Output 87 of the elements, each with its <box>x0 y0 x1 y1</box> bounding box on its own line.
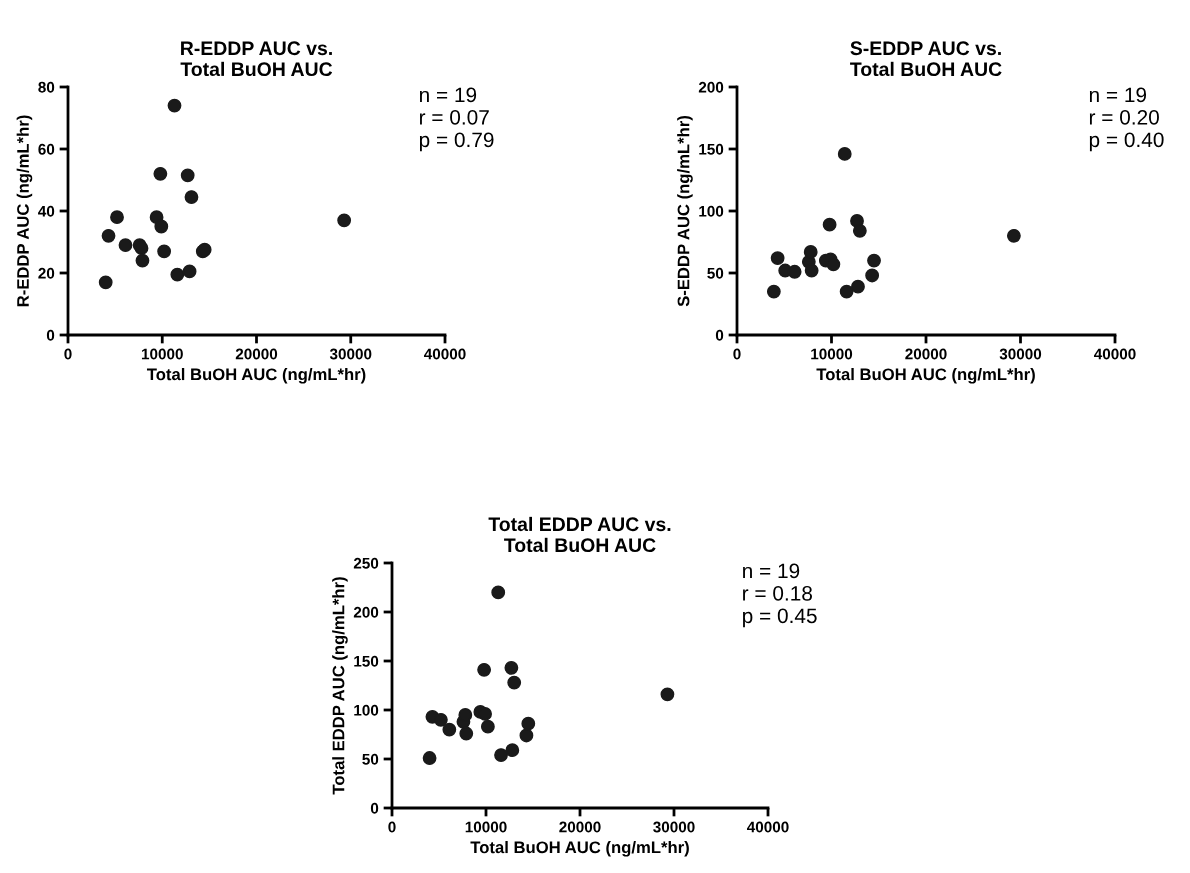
point <box>433 712 448 727</box>
point <box>118 238 133 253</box>
point <box>182 264 197 279</box>
point <box>101 228 116 243</box>
y-tick-label: 200 <box>353 606 379 618</box>
y-tick-label: 100 <box>699 205 724 217</box>
x-tick-label: 40000 <box>746 821 789 833</box>
point <box>787 264 802 279</box>
point <box>458 707 473 722</box>
point <box>184 190 199 204</box>
point <box>507 675 522 690</box>
y-tick-label: 50 <box>707 267 724 279</box>
y-tick-label: 100 <box>354 704 379 716</box>
point <box>851 279 865 294</box>
point <box>180 168 195 183</box>
y-tick-label: 250 <box>353 557 379 569</box>
point <box>477 662 492 677</box>
point <box>480 719 495 734</box>
x-tick-label: 40000 <box>423 348 466 360</box>
y-tick-label: 0 <box>370 802 379 814</box>
x-axis-title: Total BuOH AUC (ng/mL*hr) <box>470 840 689 857</box>
x-axis-title: Total BuOH AUC (ng/mL*hr) <box>816 367 1035 384</box>
x-tick-label: 0 <box>64 348 72 360</box>
point <box>110 210 124 225</box>
chart-title: Total EDDP AUC vs. Total BuOH AUC <box>488 516 671 553</box>
point <box>766 284 781 299</box>
annotation: n = 19 r = 0.20 p = 0.40 <box>1089 87 1164 152</box>
point <box>660 687 675 702</box>
y-tick-label: 20 <box>38 267 55 279</box>
x-tick-label: 30000 <box>999 348 1042 360</box>
point <box>504 660 519 675</box>
x-tick-label: 10000 <box>141 348 183 360</box>
x-tick-label: 20000 <box>905 348 947 360</box>
y-axis-title: R-EDDP AUC (ng/mL*hr) <box>16 115 33 307</box>
point <box>491 585 506 600</box>
y-tick-label: 80 <box>38 81 55 93</box>
x-tick-label: 30000 <box>653 821 695 833</box>
point <box>153 166 168 181</box>
y-tick-label: 40 <box>38 205 55 217</box>
y-tick-label: 60 <box>38 143 55 155</box>
point <box>837 147 852 161</box>
point <box>478 707 492 721</box>
y-tick-label: 200 <box>698 81 724 93</box>
y-tick-label: 50 <box>362 753 379 765</box>
x-tick-label: 10000 <box>465 821 507 833</box>
point <box>154 219 169 234</box>
x-tick-label: 20000 <box>235 348 278 360</box>
x-axis-title: Total BuOH AUC (ng/mL*hr) <box>146 367 366 384</box>
point <box>505 743 520 758</box>
point <box>422 751 437 765</box>
point <box>770 251 785 266</box>
y-tick-label: 0 <box>46 329 55 341</box>
y-axis-title: Total EDDP AUC (ng/mL*hr) <box>332 577 348 795</box>
point <box>442 722 457 737</box>
x-tick-label: 10000 <box>811 348 853 360</box>
point <box>98 275 113 290</box>
point <box>170 267 185 282</box>
chart-title: R-EDDP AUC vs. Total BuOH AUC <box>180 41 333 77</box>
annotation: n = 19 r = 0.18 p = 0.45 <box>743 563 817 628</box>
point <box>1006 228 1021 243</box>
x-tick-label: 20000 <box>559 821 601 833</box>
point <box>865 268 880 283</box>
x-tick-label: 40000 <box>1093 348 1136 360</box>
y-axis-title: S-EDDP AUC (ng/mL*hr) <box>677 115 693 307</box>
x-tick-label: 0 <box>388 821 396 833</box>
point <box>826 257 841 272</box>
point <box>852 223 867 238</box>
y-tick-label: 0 <box>715 329 724 341</box>
annotation: n = 19 r = 0.07 p = 0.79 <box>419 87 494 152</box>
point <box>519 728 534 743</box>
point <box>867 253 881 268</box>
point <box>804 263 819 278</box>
y-tick-label: 150 <box>699 143 724 155</box>
point <box>167 98 182 113</box>
y-tick-label: 150 <box>354 655 379 667</box>
point <box>337 213 352 228</box>
x-tick-label: 0 <box>733 348 741 360</box>
chart-title: S-EDDP AUC vs. Total BuOH AUC <box>850 41 1002 77</box>
point <box>157 244 172 259</box>
point <box>839 284 854 299</box>
point <box>135 253 150 268</box>
point <box>459 726 474 741</box>
point <box>494 748 508 762</box>
point <box>521 716 536 731</box>
x-tick-label: 30000 <box>329 348 372 360</box>
point <box>803 245 818 259</box>
point <box>822 217 837 232</box>
